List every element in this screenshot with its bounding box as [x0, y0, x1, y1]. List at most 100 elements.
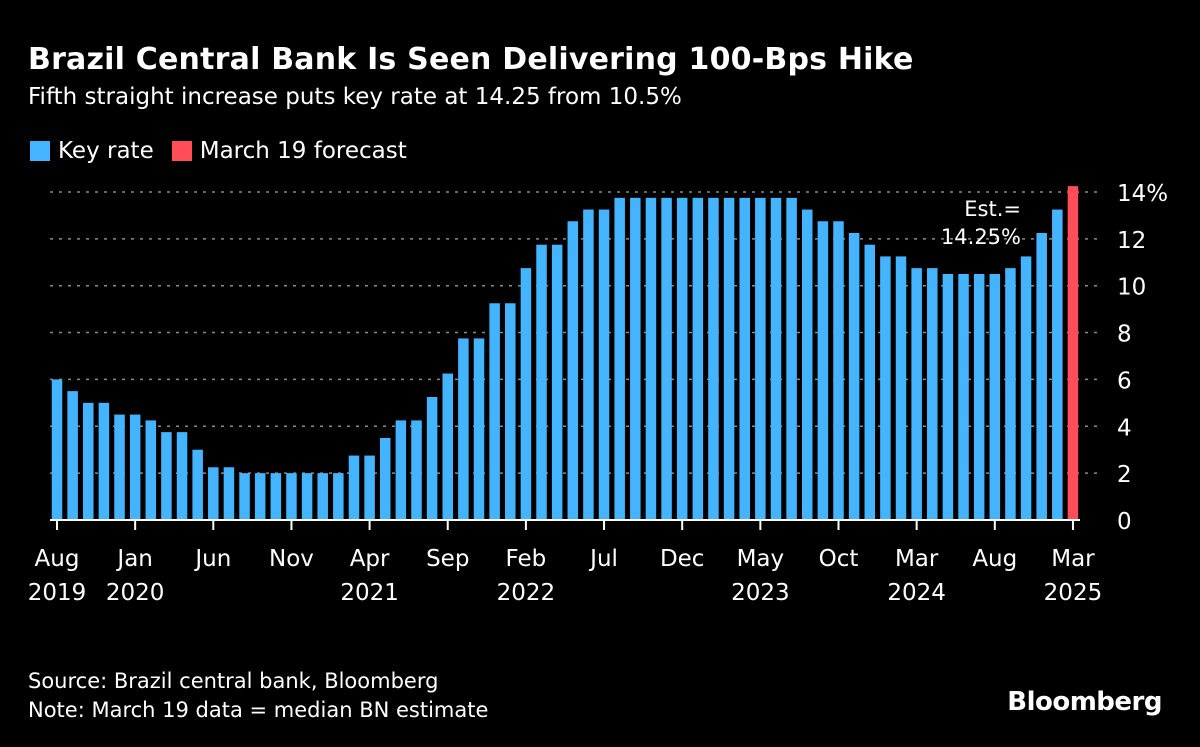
- y-tick-label: 12: [1117, 228, 1146, 254]
- bar-key-rate: [505, 303, 516, 520]
- bar-key-rate: [630, 197, 641, 520]
- bar-key-rate: [864, 244, 876, 520]
- bar-key-rate: [317, 473, 328, 520]
- bar-key-rate: [364, 455, 375, 520]
- bar-key-rate: [145, 420, 157, 520]
- bar-key-rate: [223, 467, 235, 520]
- data-note: Note: March 19 data = median BN estimate: [28, 698, 489, 722]
- bar-key-rate: [645, 197, 657, 520]
- bar-key-rate: [770, 197, 782, 520]
- bar-key-rate: [114, 414, 125, 520]
- bar-key-rate: [458, 338, 469, 520]
- x-tick-year: 2023: [731, 580, 790, 606]
- x-tick-month: Feb: [506, 546, 547, 572]
- x-tick-year: 2022: [497, 580, 556, 606]
- x-tick-month: Jul: [588, 546, 618, 572]
- bar-key-rate: [411, 420, 422, 520]
- bar-key-rate: [942, 273, 954, 520]
- bar-key-rate: [348, 455, 360, 520]
- x-tick-year: 2020: [106, 580, 165, 606]
- bar-key-rate: [833, 221, 844, 520]
- legend: Key rate March 19 forecast: [30, 138, 407, 164]
- x-tick-month: Sep: [426, 546, 469, 572]
- x-tick-month: Mar: [1051, 546, 1095, 572]
- x-tick-month: Apr: [350, 546, 390, 572]
- y-tick-label: 0: [1117, 509, 1132, 535]
- bar-key-rate: [83, 402, 94, 520]
- x-tick-month: Jan: [115, 546, 152, 572]
- bar-key-rate: [708, 197, 719, 520]
- bar-key-rate: [895, 256, 907, 520]
- chart-subtitle: Fifth straight increase puts key rate at…: [28, 84, 682, 110]
- bar-key-rate: [395, 420, 407, 520]
- bar-key-rate: [208, 467, 219, 520]
- bar-key-rate: [286, 473, 297, 520]
- bar-key-rate: [598, 209, 610, 521]
- bar-key-rate: [51, 379, 63, 520]
- annotation-line2: 14.25%: [941, 225, 1021, 249]
- bar-key-rate: [911, 268, 922, 520]
- bar-key-rate: [379, 437, 391, 520]
- chart-title: Brazil Central Bank Is Seen Delivering 1…: [28, 42, 914, 77]
- bar-key-rate: [254, 473, 266, 520]
- bar-key-rate: [1052, 209, 1063, 521]
- x-tick-year: 2021: [340, 580, 399, 606]
- bar-key-rate: [520, 268, 532, 520]
- bar-key-rate: [723, 197, 735, 520]
- legend-swatch-forecast: [171, 141, 192, 161]
- x-tick-year: 2025: [1044, 580, 1103, 606]
- y-tick-label: 4: [1117, 415, 1132, 441]
- x-tick-month: Mar: [895, 546, 939, 572]
- bar-key-rate: [192, 449, 203, 520]
- y-tick-label: 2: [1117, 462, 1132, 488]
- bar-key-rate: [880, 256, 891, 520]
- footer: Source: Brazil central bank, Bloomberg N…: [28, 667, 488, 725]
- bar-key-rate: [442, 373, 453, 520]
- bar-key-rate: [239, 473, 250, 520]
- bar-key-rate: [583, 209, 594, 521]
- bar-key-rate: [67, 391, 78, 520]
- bar-key-rate: [567, 221, 579, 520]
- bar-key-rate: [1020, 256, 1032, 520]
- x-tick-year: 2024: [887, 580, 946, 606]
- legend-item-key-rate: Key rate: [30, 138, 154, 164]
- bloomberg-logo: Bloomberg: [1007, 687, 1162, 717]
- bar-key-rate: [270, 473, 282, 520]
- y-axis: 0 2 4 6 8 10 12 14%: [1117, 181, 1168, 535]
- x-tick-month: Dec: [660, 546, 705, 572]
- y-tick-label: 10: [1117, 275, 1146, 301]
- bar-key-rate: [692, 197, 704, 520]
- bar-key-rate: [786, 197, 797, 520]
- bar-key-rate: [301, 473, 313, 520]
- bar-key-rate: [739, 197, 750, 520]
- bar-key-rate: [676, 197, 688, 520]
- bar-key-rate: [661, 197, 672, 520]
- x-tick-month: May: [737, 546, 785, 572]
- bar-key-rate: [801, 209, 813, 521]
- legend-label-key-rate: Key rate: [58, 138, 154, 164]
- source-note: Source: Brazil central bank, Bloomberg: [28, 669, 439, 693]
- legend-item-forecast: March 19 forecast: [171, 138, 407, 164]
- legend-label-forecast: March 19 forecast: [199, 138, 407, 164]
- x-tick-month: Jun: [193, 546, 231, 572]
- x-axis: Aug 2019 Jan 2020 Jun Nov Apr 2021 Sep Feb 2022 Jul…: [28, 519, 1103, 606]
- y-tick-label: 6: [1117, 368, 1132, 394]
- bar-key-rate: [1005, 268, 1016, 520]
- annotation-line1: Est.=: [964, 197, 1021, 221]
- bar-key-rate: [426, 396, 438, 520]
- bar-key-rate: [489, 303, 500, 520]
- x-tick-month: Aug: [35, 546, 80, 572]
- y-tick-label: 8: [1117, 322, 1132, 348]
- bar-key-rate: [536, 244, 547, 520]
- bar-key-rate: [1036, 232, 1047, 521]
- y-tick-label: 14%: [1117, 181, 1168, 207]
- x-tick-month: Nov: [269, 546, 314, 572]
- bar-key-rate: [129, 414, 141, 520]
- bar-key-rate: [927, 268, 938, 520]
- x-tick-month: Aug: [972, 546, 1017, 572]
- bar-key-rate: [817, 221, 829, 520]
- bar-key-rate: [98, 402, 110, 520]
- bars: [51, 186, 1079, 521]
- bar-key-rate: [333, 473, 344, 520]
- bar-key-rate: [973, 273, 985, 520]
